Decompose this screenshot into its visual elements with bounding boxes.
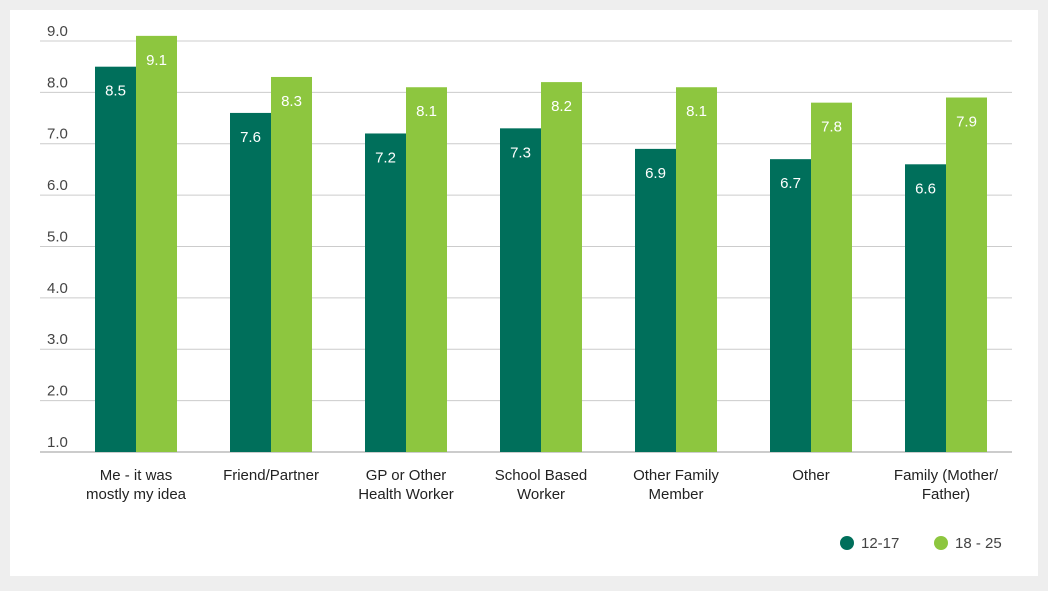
bar (136, 35, 177, 453)
value-label: 8.1 (686, 103, 707, 120)
bar (500, 128, 541, 452)
y-tick-label: 7.0 (47, 126, 68, 143)
bar (365, 133, 406, 452)
x-tick-label: Family (Mother/ Father) (893, 467, 999, 503)
bar (635, 148, 676, 452)
legend-label: 12-17 (861, 535, 899, 552)
y-tick-label: 3.0 (47, 331, 68, 348)
bar (905, 164, 946, 453)
value-label: 6.7 (780, 175, 801, 192)
value-label: 6.6 (915, 180, 936, 197)
value-label: 9.1 (146, 52, 167, 69)
value-label: 8.5 (105, 83, 126, 100)
x-tick-label: School Based Worker (494, 467, 588, 503)
value-label: 6.9 (645, 165, 666, 182)
legend-marker (934, 536, 948, 550)
value-label: 8.1 (416, 103, 437, 120)
x-tick-label: Me - it was mostly my idea (85, 467, 187, 503)
bar (95, 66, 136, 452)
value-label: 8.3 (281, 93, 302, 110)
x-tick-label: Other Family Member (633, 467, 719, 503)
bar (271, 76, 312, 453)
bar (811, 102, 852, 453)
x-tick-label: Other (792, 467, 830, 484)
bar (946, 97, 987, 452)
y-tick-label: 2.0 (47, 383, 68, 400)
y-tick-label: 1.0 (47, 434, 68, 451)
bar (406, 87, 447, 453)
bar (676, 87, 717, 453)
value-label: 7.3 (510, 144, 531, 161)
value-label: 7.6 (240, 129, 261, 146)
y-tick-label: 8.0 (47, 74, 68, 91)
value-label: 7.8 (821, 119, 842, 136)
y-tick-label: 5.0 (47, 228, 68, 245)
bar (230, 112, 271, 453)
bar (770, 159, 811, 452)
value-label: 8.2 (551, 98, 572, 115)
y-tick-label: 6.0 (47, 177, 68, 194)
value-label: 7.2 (375, 149, 396, 166)
x-tick-label: Friend/Partner (223, 467, 319, 484)
y-tick-label: 4.0 (47, 280, 68, 297)
value-label: 7.9 (956, 113, 977, 130)
legend-marker (840, 536, 854, 550)
y-tick-label: 9.0 (47, 23, 68, 40)
legend-label: 18 - 25 (955, 535, 1002, 552)
x-tick-label: GP or Other Health Worker (358, 467, 454, 503)
bar (541, 82, 582, 452)
